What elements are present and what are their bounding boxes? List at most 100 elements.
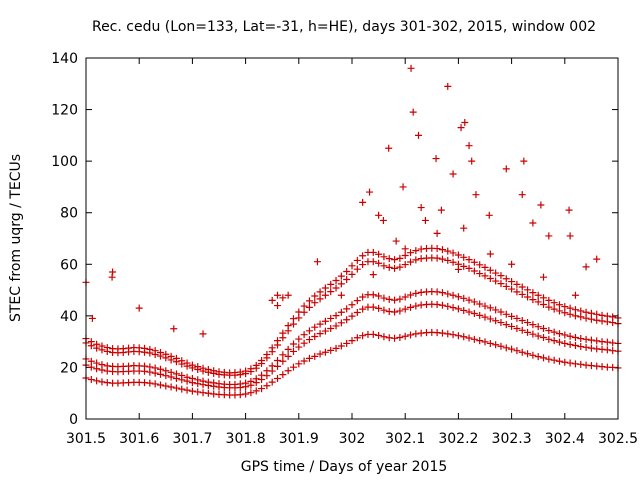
data-point (460, 333, 468, 341)
data-point (348, 262, 356, 270)
data-point (300, 357, 308, 365)
data-point (369, 291, 377, 299)
data-point (401, 293, 409, 301)
data-point (385, 255, 393, 263)
data-point (274, 375, 282, 383)
data-point (540, 334, 548, 342)
data-point (438, 301, 446, 309)
data-point (449, 249, 457, 257)
data-point (375, 304, 383, 312)
data-point (518, 348, 526, 356)
data-point (566, 340, 574, 348)
data-point (295, 308, 303, 316)
data-point (151, 347, 159, 355)
data-point (300, 339, 308, 347)
data-point (396, 307, 404, 315)
data-point (236, 368, 244, 376)
data-point (502, 344, 510, 352)
data-point (359, 293, 367, 301)
data-point (305, 303, 313, 311)
data-point (156, 365, 164, 373)
data-point (401, 245, 409, 253)
data-point (593, 337, 601, 345)
data-point (391, 256, 399, 264)
data-point (598, 311, 606, 319)
data-point (284, 322, 292, 330)
data-point (555, 330, 563, 338)
data-point (518, 290, 526, 298)
data-point (87, 357, 95, 365)
data-point (497, 280, 505, 288)
data-point (316, 288, 324, 296)
data-point (353, 265, 361, 273)
data-point (513, 324, 521, 332)
data-point (454, 265, 462, 273)
data-point (444, 256, 452, 264)
data-point (295, 314, 303, 322)
data-point (513, 347, 521, 355)
data-point (508, 285, 516, 293)
data-point (401, 252, 409, 260)
data-point (582, 335, 590, 343)
data-point (561, 309, 569, 317)
data-point (103, 344, 111, 352)
data-point (359, 305, 367, 313)
data-point (438, 255, 446, 263)
data-point (311, 299, 319, 307)
data-point (353, 334, 361, 342)
data-point (252, 387, 260, 395)
data-point (438, 289, 446, 297)
data-point (353, 256, 361, 264)
data-point (518, 283, 526, 291)
data-point (305, 327, 313, 335)
data-point (204, 389, 212, 397)
data-point (162, 382, 170, 390)
data-point (284, 352, 292, 360)
data-point (289, 315, 297, 323)
data-point (236, 380, 244, 388)
data-point (183, 373, 191, 381)
data-point (242, 379, 250, 387)
data-point (550, 356, 558, 364)
data-point (274, 302, 282, 310)
data-point (518, 326, 526, 334)
data-point (502, 275, 510, 283)
data-point (407, 303, 415, 311)
data-point (593, 310, 601, 318)
data-point (337, 272, 345, 280)
data-point (369, 330, 377, 338)
data-point (327, 280, 335, 288)
data-point (476, 337, 484, 345)
data-point (162, 350, 170, 358)
data-point (188, 361, 196, 369)
data-point (486, 339, 494, 347)
data-point (537, 201, 545, 209)
data-point (555, 338, 563, 346)
data-point (407, 331, 415, 339)
data-point (170, 325, 178, 333)
data-point (258, 371, 266, 379)
data-point (98, 361, 106, 369)
data-point (465, 334, 473, 342)
data-point (486, 315, 494, 323)
data-point (476, 300, 484, 308)
data-point (508, 260, 516, 268)
data-point (375, 292, 383, 300)
data-point (524, 350, 532, 358)
data-point (550, 305, 558, 313)
data-point (433, 245, 441, 253)
data-point (327, 314, 335, 322)
data-point (274, 356, 282, 364)
data-point (268, 378, 276, 386)
data-point (316, 320, 324, 328)
data-point (194, 376, 202, 384)
data-point (571, 342, 579, 350)
data-point (545, 296, 553, 304)
data-point (327, 346, 335, 354)
data-point (359, 252, 367, 260)
data-point (582, 343, 590, 351)
data-point (279, 357, 287, 365)
data-point (321, 317, 329, 325)
data-point (366, 188, 374, 196)
data-point (571, 291, 579, 299)
